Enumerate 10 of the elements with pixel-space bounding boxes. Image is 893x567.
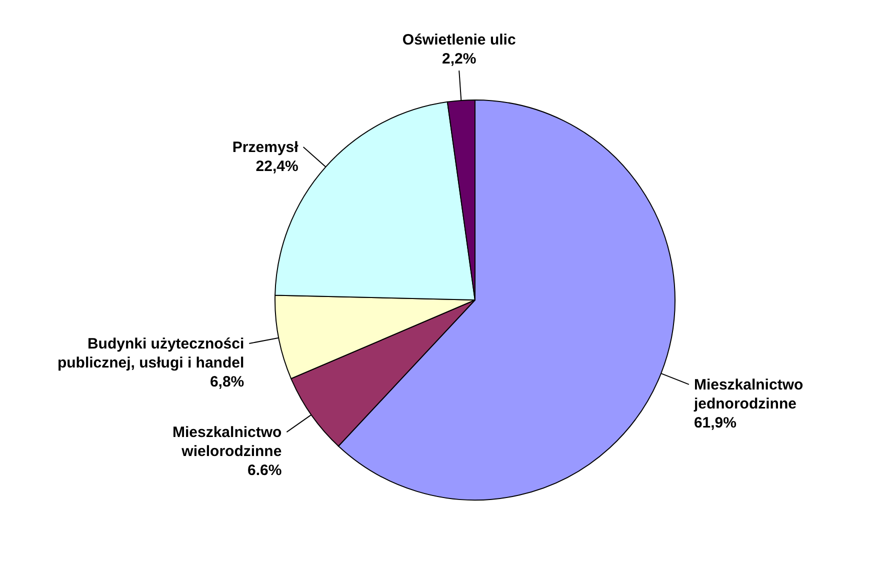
data-label: 61,9%: [694, 414, 736, 432]
data-label: 6.6%: [247, 462, 282, 480]
slice-label: Budynki użyteczności publicznej, usługi i handel: [57, 335, 244, 372]
data-label: 2,2%: [442, 50, 476, 68]
slice-label: Oświetlenie ulic: [402, 32, 516, 49]
data-label: 22,4%: [256, 158, 298, 175]
slice-label: Mieszkalnictwo wielorodzinne: [172, 424, 282, 460]
slice-label: Przemysł: [232, 138, 300, 156]
slice-label: Mieszkalnictwo jednorodzinne: [692, 376, 804, 412]
data-label: 6,8%: [210, 373, 244, 390]
